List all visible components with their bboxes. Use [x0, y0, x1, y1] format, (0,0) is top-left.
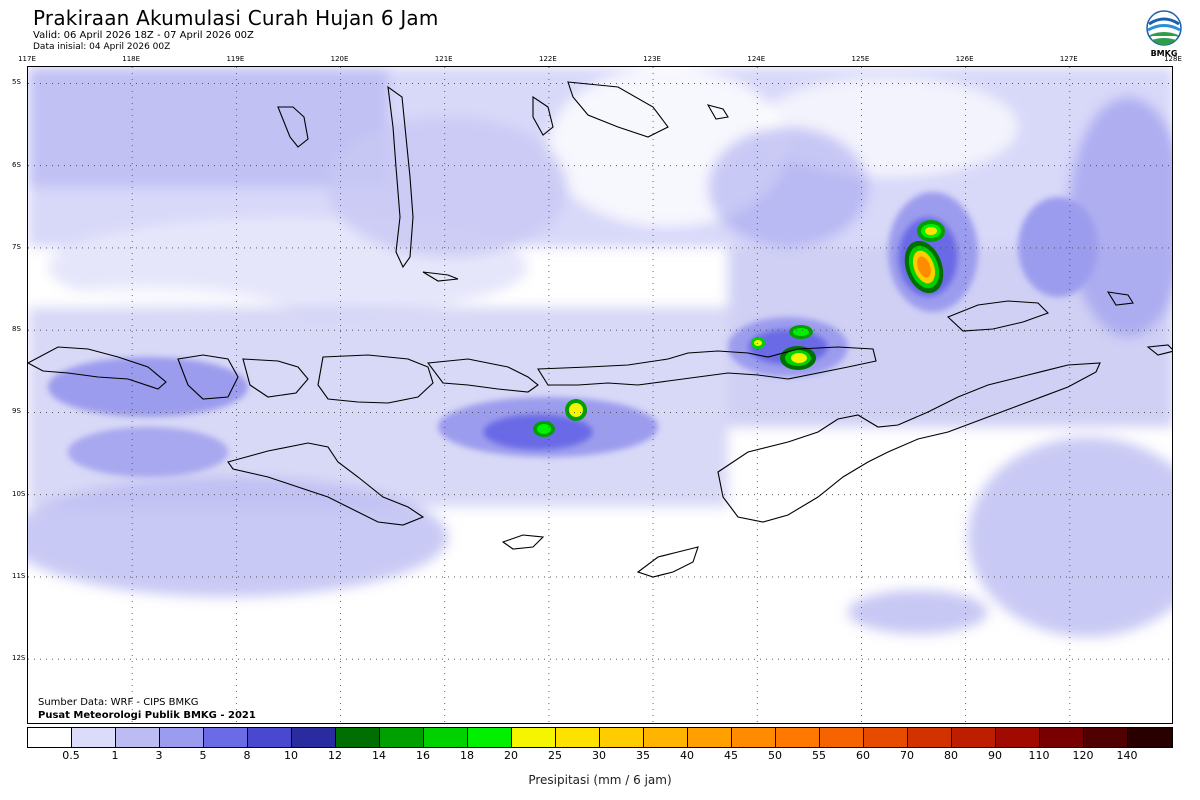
- page-title: Prakiraan Akumulasi Curah Hujan 6 Jam: [33, 6, 439, 30]
- legend-color-cell: [160, 728, 204, 747]
- legend-color-cell: [292, 728, 336, 747]
- legend-color-cell: [820, 728, 864, 747]
- lat-label: 9S: [12, 407, 21, 416]
- valid-period: Valid: 06 April 2026 18Z - 07 April 2026…: [33, 30, 254, 41]
- legend-tick-label: 120: [1072, 749, 1094, 762]
- legend-color-cell: [380, 728, 424, 747]
- legend-tick-label: 45: [724, 749, 738, 762]
- legend-color-cell: [72, 728, 116, 747]
- legend-tick-label: 0.5: [62, 749, 80, 762]
- legend-color-cell: [28, 728, 72, 747]
- legend-tick-label: 1: [111, 749, 119, 762]
- lon-label: 119E: [226, 55, 245, 63]
- legend-color-cell: [776, 728, 820, 747]
- lon-label: 120E: [330, 55, 349, 63]
- legend-tick-label: 8: [243, 749, 251, 762]
- coastlines: [28, 81, 1172, 578]
- legend-color-cell: [908, 728, 952, 747]
- credit-source: Sumber Data: WRF - CIPS BMKG: [38, 697, 199, 708]
- legend-tick-label: 80: [944, 749, 958, 762]
- legend-tick-label: 14: [372, 749, 386, 762]
- legend-tick-label: 3: [155, 749, 163, 762]
- legend-tick-label: 12: [328, 749, 342, 762]
- lat-label: 6S: [12, 160, 21, 169]
- legend-tick-label: 10: [284, 749, 298, 762]
- legend-tick-label: 50: [768, 749, 782, 762]
- lon-label: 117E: [18, 55, 36, 63]
- lat-label: 10S: [12, 489, 26, 498]
- legend-color-cell: [864, 728, 908, 747]
- legend-color-cell: [644, 728, 688, 747]
- legend-tick-label: 5: [199, 749, 207, 762]
- map-canvas: [28, 67, 1172, 723]
- legend-tick-label: 110: [1028, 749, 1050, 762]
- legend-color-cell: [732, 728, 776, 747]
- legend-color-cell: [1128, 728, 1172, 747]
- legend-tick-label: 30: [592, 749, 606, 762]
- legend-color-cell: [688, 728, 732, 747]
- legend-tick-label: 35: [636, 749, 650, 762]
- legend-color-cell: [556, 728, 600, 747]
- lon-label: 125E: [851, 55, 870, 63]
- lat-label: 11S: [12, 571, 26, 580]
- legend-color-cell: [248, 728, 292, 747]
- legend-color-cell: [336, 728, 380, 747]
- lat-label: 7S: [12, 242, 21, 251]
- legend-tick-label: 90: [988, 749, 1002, 762]
- lon-label: 128E: [1164, 55, 1182, 63]
- rainfall-map: [27, 66, 1173, 724]
- legend-color-cell: [1084, 728, 1128, 747]
- legend-color-cell: [600, 728, 644, 747]
- legend-tick-label: 70: [900, 749, 914, 762]
- color-legend-bar: [27, 727, 1173, 748]
- bmkg-logo-icon: BMKG: [1140, 8, 1188, 58]
- lat-label: 8S: [12, 325, 21, 334]
- rain-cores: [533, 220, 945, 437]
- legend-tick-label: 60: [856, 749, 870, 762]
- logo-text: BMKG: [1151, 49, 1178, 58]
- legend-color-cell: [996, 728, 1040, 747]
- legend-color-cell: [512, 728, 556, 747]
- lon-label: 123E: [643, 55, 661, 63]
- lat-label: 12S: [12, 654, 26, 663]
- legend-color-cell: [204, 728, 248, 747]
- initial-data: Data inisial: 04 April 2026 00Z: [33, 42, 171, 52]
- legend-tick-label: 40: [680, 749, 694, 762]
- legend-tick-label: 55: [812, 749, 826, 762]
- legend-tick-label: 18: [460, 749, 474, 762]
- legend-color-cell: [952, 728, 996, 747]
- lon-label: 124E: [747, 55, 766, 63]
- legend-color-cell: [1040, 728, 1084, 747]
- credit-org: Pusat Meteorologi Publik BMKG - 2021: [38, 710, 256, 721]
- legend-tick-label: 140: [1116, 749, 1138, 762]
- lon-label: 118E: [122, 55, 141, 63]
- lat-label: 5S: [12, 78, 21, 87]
- legend-color-cell: [468, 728, 512, 747]
- rain-field-light: [28, 67, 1172, 637]
- lon-label: 127E: [1059, 55, 1078, 63]
- legend-tick-label: 16: [416, 749, 430, 762]
- legend-tick-label: 25: [548, 749, 562, 762]
- legend-color-cell: [116, 728, 160, 747]
- legend-color-cell: [424, 728, 468, 747]
- legend-tick-label: 20: [504, 749, 518, 762]
- legend-unit-label: Presipitasi (mm / 6 jam): [528, 773, 672, 787]
- lon-label: 122E: [539, 55, 557, 63]
- lon-label: 126E: [955, 55, 974, 63]
- lon-label: 121E: [434, 55, 453, 63]
